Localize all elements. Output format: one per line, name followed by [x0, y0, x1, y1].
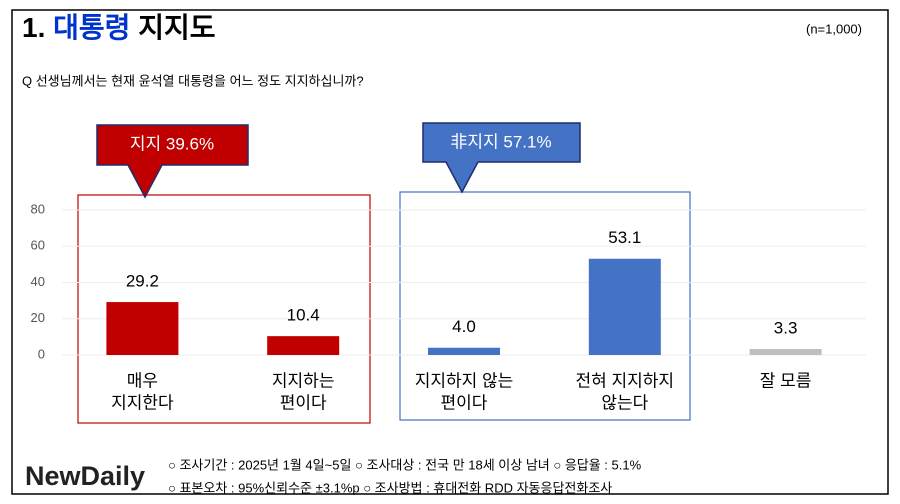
y-tick-label: 60	[31, 238, 45, 253]
value-label: 3.3	[774, 319, 798, 338]
oppose-callout	[422, 122, 581, 194]
title-text: 지지도	[138, 12, 215, 43]
x-tick-label: 지지한다	[111, 393, 174, 412]
oppose-group-box	[399, 191, 691, 421]
y-tick-label: 40	[31, 274, 45, 289]
y-tick-label: 0	[38, 346, 45, 361]
bar	[106, 302, 179, 355]
bar	[588, 258, 661, 355]
bar	[749, 349, 822, 355]
bar	[267, 336, 340, 355]
question: Q 선생님께서는 현재 윤석열 대통령을 어느 정도 지지하십니까?	[22, 73, 364, 88]
x-tick-label: 매우	[127, 371, 158, 390]
footer-line: ○ 조사기간 : 2025년 1월 4일~5일 ○ 조사대상 : 전국 만 18…	[168, 457, 642, 472]
support-group-box	[77, 194, 371, 424]
x-tick-label: 않는다	[601, 393, 648, 412]
title: 1. 대통령 지지도	[22, 12, 215, 43]
value-label: 53.1	[608, 228, 641, 247]
frame	[11, 9, 889, 495]
logo: NewDaily	[25, 461, 145, 491]
x-tick-label: 전혀 지지하지	[576, 371, 675, 390]
footer-line: ○ 표본오차 : 95%신뢰수준 ±3.1%p ○ 조사방법 : 휴대전화 RD…	[168, 480, 612, 495]
value-label: 29.2	[126, 272, 159, 291]
oppose-callout-label: 非지지 57.1%	[450, 132, 551, 151]
x-tick-label: 잘 모름	[760, 371, 812, 390]
x-tick-label: 지지하는	[272, 371, 335, 390]
x-tick-label: 지지하지 않는	[415, 371, 514, 390]
title-highlight: 대통령	[53, 12, 130, 43]
value-label: 4.0	[452, 317, 476, 336]
x-tick-label: 편이다	[441, 393, 488, 412]
y-tick-label: 80	[31, 201, 45, 216]
value-label: 10.4	[287, 306, 320, 325]
title-number: 1.	[22, 12, 45, 43]
support-callout	[96, 124, 249, 199]
support-callout-label: 지지 39.6%	[130, 134, 214, 153]
x-tick-label: 편이다	[280, 393, 327, 412]
y-tick-label: 20	[31, 310, 45, 325]
bar	[428, 347, 500, 355]
sample-size: (n=1,000)	[806, 21, 862, 36]
